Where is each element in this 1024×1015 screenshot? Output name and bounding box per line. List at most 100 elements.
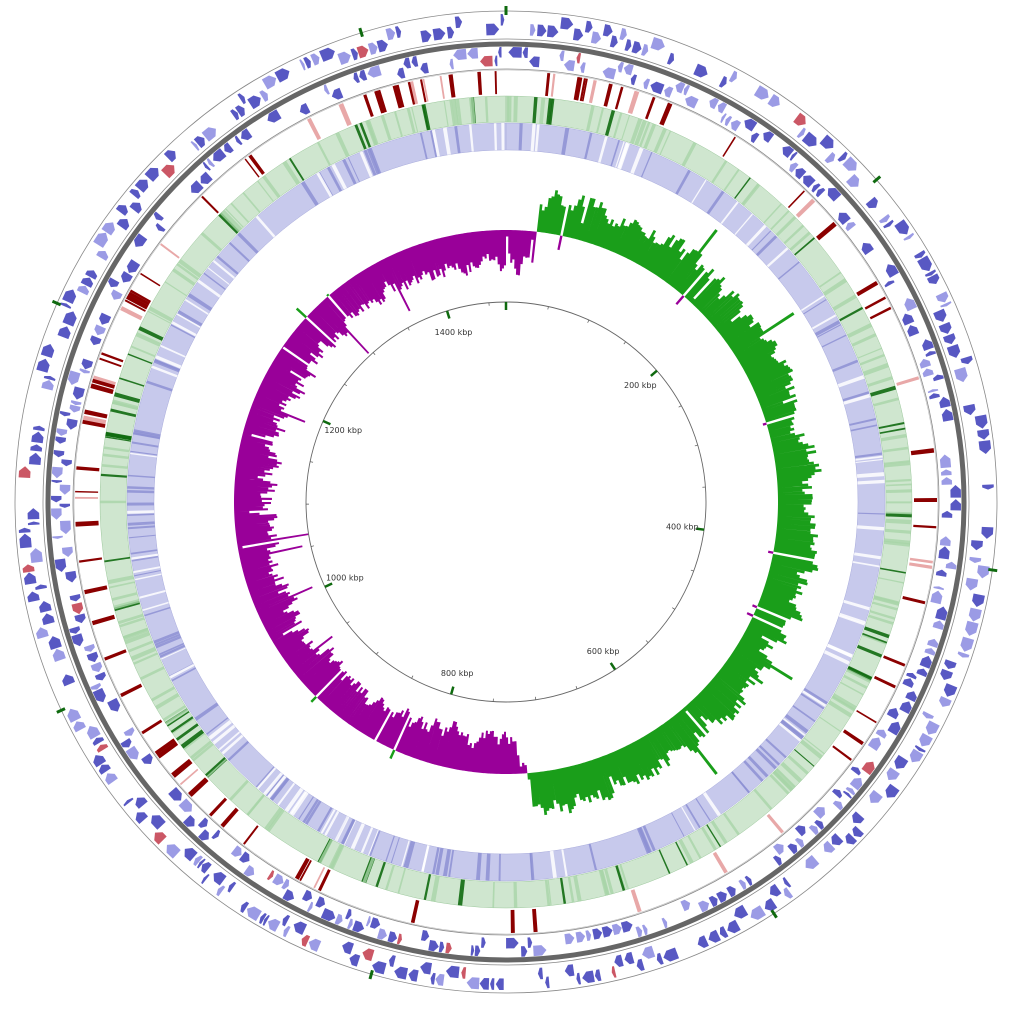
cds-feature [62,289,77,305]
blue-mark [277,782,296,806]
cds-feature [125,745,139,760]
cds-feature [193,855,203,867]
blue-mark [134,570,161,577]
cds-feature [619,28,627,41]
cds-feature [716,891,727,904]
cds-feature [865,196,878,209]
green-mark [397,868,406,894]
cds-feature [902,678,914,688]
green-mark [539,97,546,124]
blue-mark [702,791,721,817]
cds-feature [708,929,721,943]
blast-hit [407,81,416,105]
cds-feature [28,452,42,466]
green-mark [100,473,127,478]
blue-mark [142,601,169,611]
cds-feature [76,285,90,296]
blast-hit [209,797,228,817]
cds-feature [30,548,43,564]
green-mark [711,160,728,184]
cds-feature [39,600,52,613]
green-mark [411,106,419,133]
green-comparison-ring [99,95,913,909]
cds-feature [59,484,71,495]
blast-hit [581,78,588,102]
cds-feature [594,969,602,982]
cds-feature [842,790,852,799]
blast-hit [588,79,597,104]
blue-mark [442,849,452,877]
cds-feature [461,967,467,979]
cds-feature [67,370,81,386]
blue-mark [127,510,155,514]
outer-position-tick [56,707,66,714]
blast-hit [124,299,146,312]
green-mark [681,141,697,167]
cds-feature [945,561,957,570]
blue-mark [743,760,764,782]
blue-mark [212,724,236,745]
cds-feature [738,879,747,890]
blue-mark [518,123,523,151]
blue-mark [127,522,155,526]
reverse-strand-cds-ring [51,47,961,957]
cds-feature [259,912,267,925]
blast-hit [374,90,385,114]
green-mark [316,141,331,166]
blue-mark [197,279,221,298]
blue-mark [857,512,885,515]
cds-feature [83,643,95,652]
green-mark [847,323,873,339]
cds-feature [924,269,936,277]
green-mark [863,626,890,639]
cds-feature [661,917,668,929]
cds-feature [61,459,73,467]
green-mark [423,874,432,901]
blue-mark [857,525,885,531]
green-mark [139,666,165,681]
blue-mark [255,215,276,238]
green-mark [769,773,790,795]
cds-feature [922,368,934,378]
green-mark [787,755,809,775]
cds-feature [805,854,820,869]
scale-minor-tick [310,545,315,547]
green-mark [770,210,790,231]
cds-feature [808,825,819,836]
cds-feature [141,753,153,764]
blue-mark [266,774,287,799]
cds-feature [367,42,378,55]
blast-hit [869,306,892,320]
cds-feature [435,973,445,986]
cds-feature [929,393,940,400]
green-mark [880,567,906,574]
cds-feature [90,661,103,673]
cds-feature [48,636,62,650]
cds-feature [42,613,55,626]
cds-feature [241,128,253,141]
green-mark [884,528,911,534]
cds-feature [942,333,956,345]
green-mark [872,601,898,611]
cds-feature [73,721,86,733]
cds-feature [62,311,77,327]
cds-feature [394,966,409,980]
cds-feature [614,954,624,967]
green-mark [101,464,128,469]
scale-minor-tick [623,341,626,345]
cds-feature [453,48,467,61]
cds-feature [685,95,699,109]
scale-minor-tick [547,306,549,310]
blue-mark [331,163,347,190]
blast-hit [659,102,673,126]
blue-mark [134,573,162,581]
cds-feature [190,180,204,194]
green-mark [653,127,667,154]
blue-mark [155,355,182,369]
blue-mark [826,643,853,658]
green-mark [831,695,856,712]
cds-feature [922,711,934,719]
blue-mark [675,169,691,195]
cds-feature [885,264,899,278]
